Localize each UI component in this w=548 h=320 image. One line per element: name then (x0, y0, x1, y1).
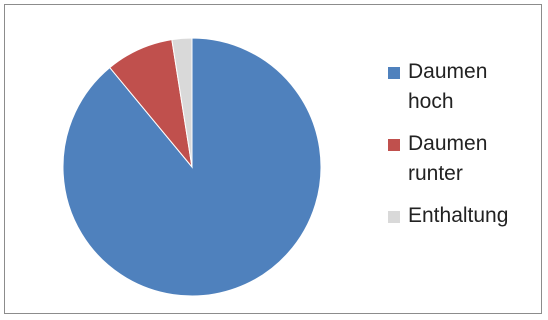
pie-slice-enthaltung (171, 37, 193, 168)
legend-swatch-daumen-runter (388, 139, 400, 151)
legend-swatch-daumen-hoch (388, 67, 400, 79)
chart-legend: Daumen hoch Daumen runter Enthaltung (388, 57, 538, 231)
legend-label-enthaltung: Enthaltung (408, 204, 509, 227)
legend-item-enthaltung: Enthaltung (388, 201, 538, 231)
legend-swatch-enthaltung (388, 211, 400, 223)
legend-item-daumen-hoch: Daumen hoch (388, 57, 538, 117)
chart-area: Daumen hoch Daumen runter Enthaltung (4, 4, 542, 314)
legend-label-daumen-runter: Daumen runter (408, 132, 488, 185)
legend-label-daumen-hoch: Daumen hoch (408, 60, 488, 113)
legend-item-daumen-runter: Daumen runter (388, 129, 538, 189)
pie-chart (62, 37, 322, 297)
